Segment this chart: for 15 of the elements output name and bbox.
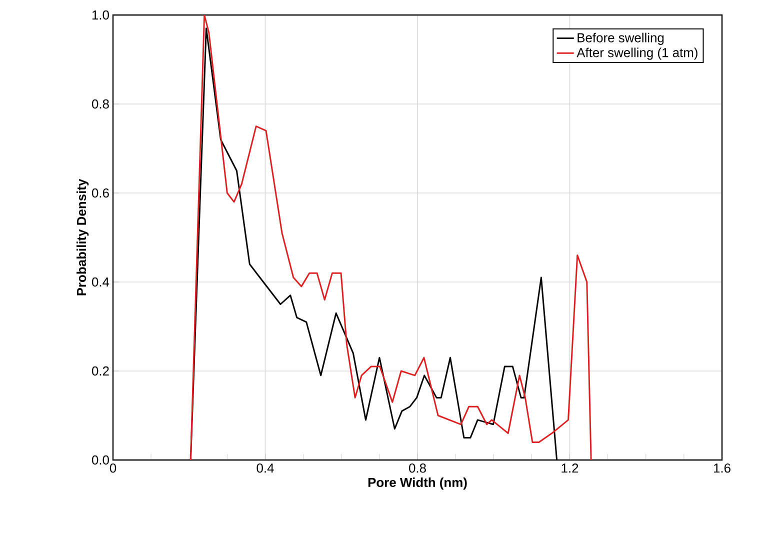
y-tick-label: 1.0 — [92, 10, 109, 20]
x-axis-title: Pore Width (nm) — [368, 478, 467, 490]
y-tick-label: 0.6 — [92, 188, 109, 198]
y-tick-label: 0.4 — [92, 277, 110, 287]
x-tick-label: 0 — [110, 464, 116, 473]
x-tick-label: 1.2 — [562, 464, 578, 473]
y-tick-label: 0.0 — [92, 455, 109, 465]
x-tick-label: 1.6 — [714, 464, 730, 473]
x-tick-label: 0.8 — [409, 464, 426, 473]
y-axis-title: Probability Density — [76, 178, 89, 296]
y-tick-label: 0.8 — [92, 99, 109, 109]
y-tick-label: 0.2 — [92, 366, 109, 376]
legend-label: Before swelling — [578, 32, 664, 45]
legend-label: After swelling (1 atm) — [576, 48, 698, 60]
x-tick-label: 0.4 — [256, 464, 274, 473]
